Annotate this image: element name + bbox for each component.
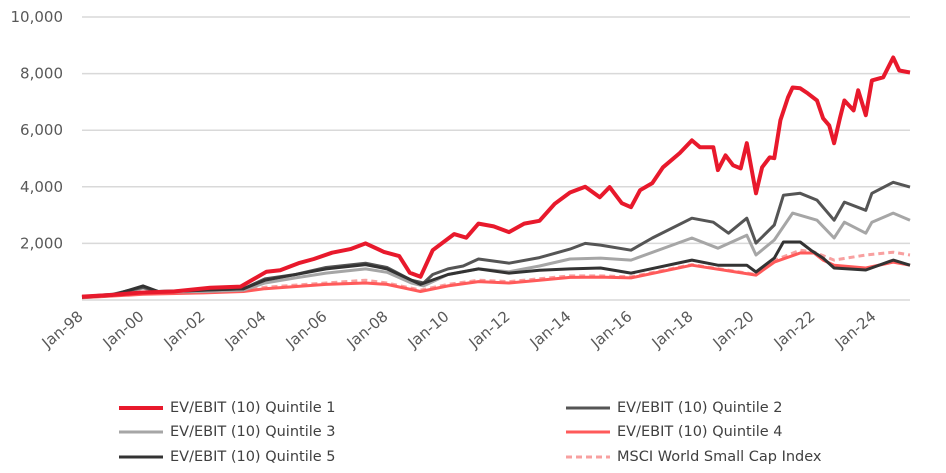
legend-item: MSCI World Small Cap Index xyxy=(565,449,822,465)
legend-label: EV/EBIT (10) Quintile 5 xyxy=(170,449,336,465)
y-tick-label: 2,000 xyxy=(20,234,63,252)
x-tick-label: Jan-06 xyxy=(282,307,331,352)
series-line-3 xyxy=(81,211,911,299)
series-line-4 xyxy=(81,251,911,300)
y-axis-ticks: 2,000 4,000 6,000 8,000 10,000 xyxy=(11,8,64,252)
x-tick-label: Jan-12 xyxy=(465,307,514,352)
y-tick-label: 6,000 xyxy=(20,121,63,139)
y-tick-label: 4,000 xyxy=(20,178,63,196)
legend-swatch xyxy=(566,406,610,410)
legend-swatch xyxy=(566,430,610,434)
x-tick-label: Jan-22 xyxy=(770,307,819,352)
legend-label: EV/EBIT (10) Quintile 1 xyxy=(170,400,336,416)
legend-item: EV/EBIT (10) Quintile 1 xyxy=(118,400,336,416)
x-tick-label: Jan-24 xyxy=(831,307,880,352)
x-tick-label: Jan-98 xyxy=(38,307,87,352)
series-lines xyxy=(81,55,911,300)
x-axis-ticks: Jan-98 Jan-00 Jan-02 Jan-04 Jan-06 Jan-08 Jan-… xyxy=(38,307,880,352)
legend-swatch xyxy=(566,455,610,459)
legend-item: EV/EBIT (10) Quintile 2 xyxy=(565,400,783,416)
legend-label: EV/EBIT (10) Quintile 2 xyxy=(617,400,783,416)
legend-swatch xyxy=(119,406,163,410)
series-line-2 xyxy=(81,180,911,299)
y-tick-label: 10,000 xyxy=(11,8,64,26)
series-line-1 xyxy=(81,55,911,299)
legend-label: EV/EBIT (10) Quintile 4 xyxy=(617,424,783,440)
x-tick-label: Jan-14 xyxy=(526,307,575,352)
x-tick-label: Jan-04 xyxy=(221,307,270,352)
legend-item: EV/EBIT (10) Quintile 4 xyxy=(565,424,783,440)
x-tick-label: Jan-00 xyxy=(99,307,148,352)
gridlines xyxy=(82,16,910,301)
legend-label: EV/EBIT (10) Quintile 3 xyxy=(170,424,336,440)
x-tick-label: Jan-18 xyxy=(648,307,697,352)
series-line-5 xyxy=(81,240,911,299)
x-tick-label: Jan-16 xyxy=(587,307,636,352)
y-tick-label: 8,000 xyxy=(20,65,63,83)
x-tick-label: Jan-02 xyxy=(160,307,209,352)
legend-item: EV/EBIT (10) Quintile 3 xyxy=(118,424,336,440)
x-tick-label: Jan-10 xyxy=(404,307,453,352)
legend-swatch xyxy=(119,430,163,434)
legend-swatch xyxy=(119,455,163,459)
x-tick-label: Jan-20 xyxy=(709,307,758,352)
legend-label: MSCI World Small Cap Index xyxy=(617,449,822,465)
legend-item: EV/EBIT (10) Quintile 5 xyxy=(118,449,336,465)
x-tick-label: Jan-08 xyxy=(343,307,392,352)
